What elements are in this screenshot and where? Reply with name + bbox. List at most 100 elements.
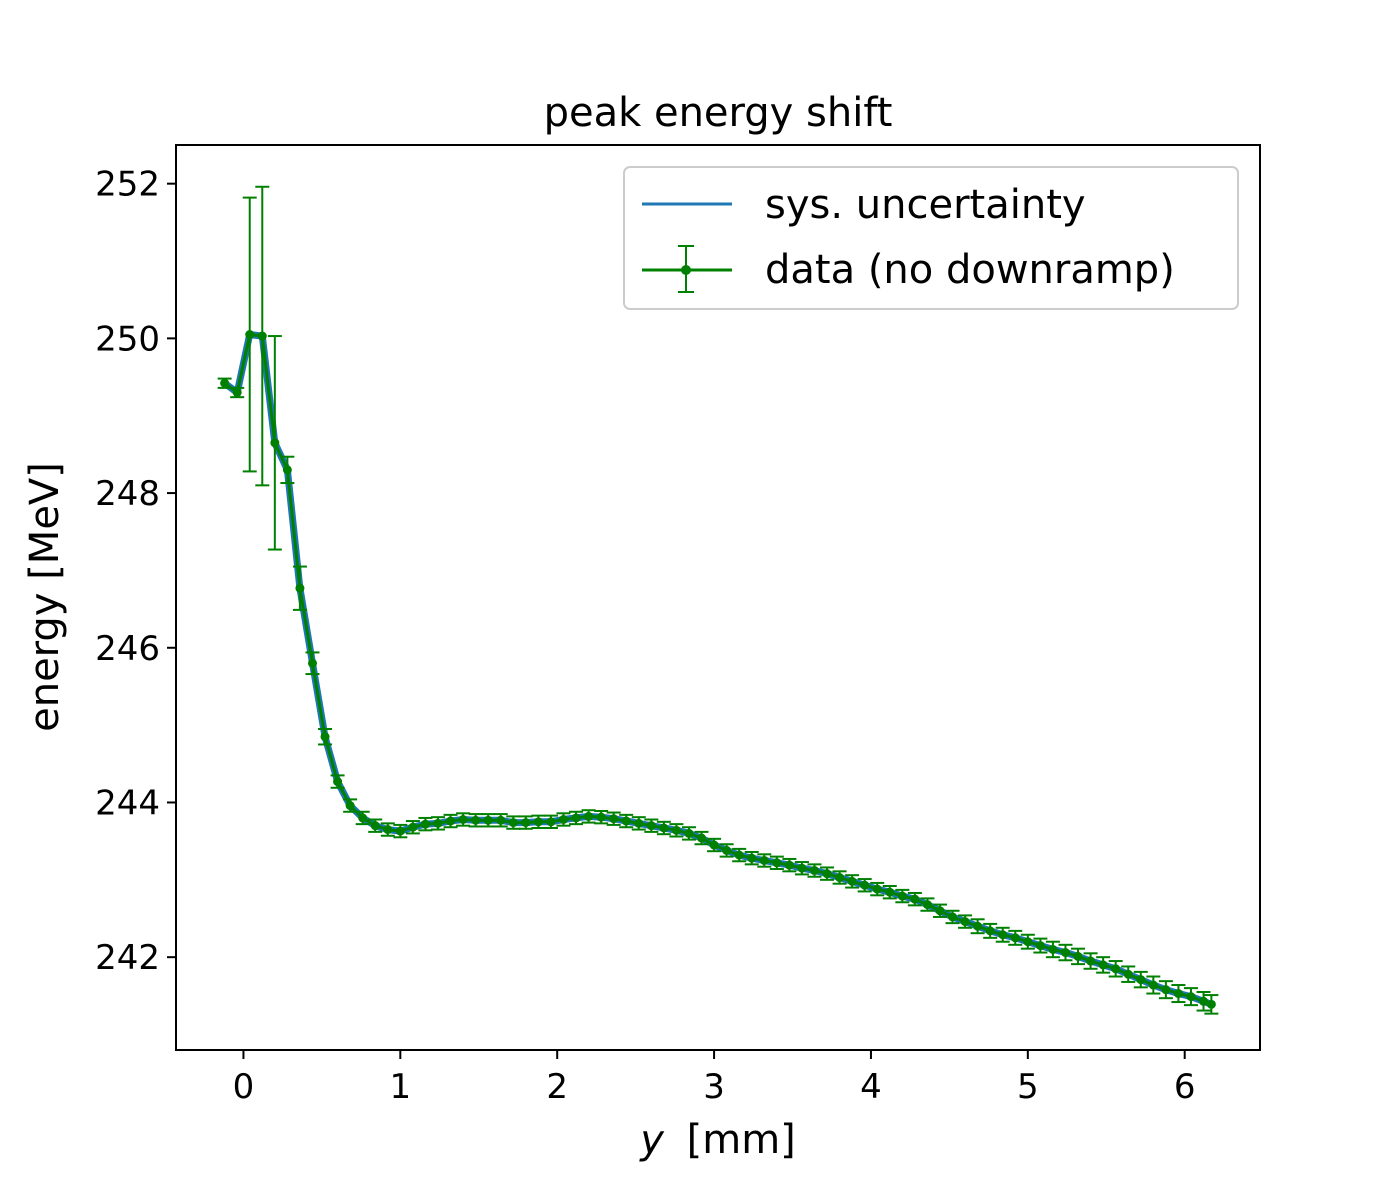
data-point	[772, 858, 782, 868]
x-tick-label: 2	[546, 1067, 568, 1107]
y-axis-ticks: 242 244 246 248 250 252	[95, 165, 176, 978]
data-point	[1173, 989, 1183, 999]
data-point	[985, 926, 995, 936]
data-point	[408, 822, 418, 832]
data-point	[609, 814, 619, 824]
data-point	[320, 732, 330, 742]
x-tick-label: 4	[860, 1067, 882, 1107]
data-point	[483, 815, 493, 825]
x-axis-label: y [mm]	[639, 1117, 796, 1163]
data-point	[395, 826, 405, 836]
data-point	[282, 465, 292, 475]
data-point	[232, 388, 242, 398]
data-point	[697, 833, 707, 843]
data-point	[245, 330, 255, 340]
data-point	[458, 814, 468, 824]
x-axis-variable: y	[639, 1117, 665, 1163]
plot-area	[175, 144, 1261, 1051]
data-point	[747, 853, 757, 863]
data-point	[546, 817, 556, 827]
data-point	[835, 873, 845, 883]
data-point	[420, 819, 430, 829]
data-point	[558, 814, 568, 824]
data-point	[860, 880, 870, 890]
data-point	[1161, 985, 1171, 995]
data-point	[295, 583, 305, 593]
x-tick-label: 3	[703, 1067, 725, 1107]
data-point	[1086, 956, 1096, 966]
legend-data-label: data (no downramp)	[765, 247, 1175, 293]
data-point	[960, 917, 970, 927]
data-point	[948, 912, 958, 922]
data-point	[935, 906, 945, 916]
y-tick-label: 252	[95, 165, 160, 205]
y-tick-label: 248	[95, 474, 160, 514]
legend: sys. uncertainty data (no downramp)	[623, 166, 1239, 310]
data-point	[383, 825, 393, 835]
data-point	[809, 866, 819, 876]
y-tick-label: 244	[95, 783, 160, 823]
data-point	[621, 816, 631, 826]
data-point	[1136, 975, 1146, 985]
x-tick-label: 5	[1017, 1067, 1039, 1107]
data-point	[885, 887, 895, 897]
data-point	[1148, 980, 1158, 990]
data-point	[797, 863, 807, 873]
x-tick-label: 6	[1174, 1067, 1196, 1107]
data-point	[596, 812, 606, 822]
data-point	[1186, 992, 1196, 1002]
data-point	[722, 845, 732, 855]
data-point	[822, 869, 832, 879]
data-point	[872, 884, 882, 894]
data-point	[270, 438, 280, 448]
data-point	[1199, 996, 1209, 1006]
data-point	[521, 818, 531, 828]
data-point	[847, 876, 857, 886]
data-point	[496, 815, 506, 825]
data-point	[1098, 960, 1108, 970]
y-tick-label: 242	[95, 938, 160, 978]
legend-data-swatch	[642, 245, 732, 293]
data-point	[1035, 941, 1045, 951]
data-point	[220, 378, 230, 388]
data-point	[358, 813, 368, 823]
data-point	[973, 921, 983, 931]
x-axis-ticks: 0 1 2 3 4 5 6	[233, 1050, 1196, 1107]
legend-frame	[623, 166, 1239, 310]
data-point	[370, 821, 380, 831]
data-point	[446, 816, 456, 826]
data-point	[571, 813, 581, 823]
data-point	[508, 818, 518, 828]
data-point	[1048, 944, 1058, 954]
axes-frame	[175, 144, 1261, 1051]
data-point	[1206, 999, 1216, 1009]
data-point	[533, 817, 543, 827]
data-point	[584, 811, 594, 821]
data-point	[709, 840, 719, 850]
data-point	[922, 900, 932, 910]
data-point	[634, 818, 644, 828]
data-point	[910, 894, 920, 904]
data-point	[307, 658, 317, 668]
data-point	[759, 855, 769, 865]
data-point	[659, 823, 669, 833]
data-point	[1111, 964, 1121, 974]
data-point	[1073, 951, 1083, 961]
data-point	[784, 860, 794, 870]
x-axis-unit: [mm]	[687, 1117, 796, 1163]
x-tick-label: 0	[233, 1067, 255, 1107]
data-point	[1060, 948, 1070, 958]
y-tick-label: 246	[95, 629, 160, 669]
y-tick-label: 250	[95, 319, 160, 359]
data-point	[1010, 933, 1020, 943]
data-point	[433, 818, 443, 828]
data-point	[345, 801, 355, 811]
data-point	[646, 821, 656, 831]
chart-title: peak energy shift	[544, 90, 893, 136]
data-point	[671, 825, 681, 835]
series-layer	[217, 185, 1219, 1015]
data-point	[333, 777, 343, 787]
data-point	[734, 850, 744, 860]
y-axis-label: energy [MeV]	[22, 462, 68, 732]
data-point	[684, 828, 694, 838]
